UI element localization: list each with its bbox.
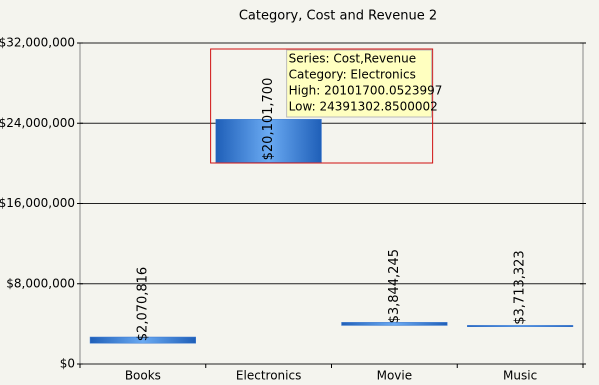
value-label: $3,844,245	[387, 249, 402, 323]
x-tick-label: Music	[503, 369, 537, 383]
selection-box	[210, 48, 434, 164]
x-tick-label: Movie	[377, 369, 413, 383]
y-tick-label: $32,000,000	[0, 36, 75, 50]
bar	[341, 322, 448, 326]
tooltip-line: High: 20101700.0523997	[289, 84, 443, 98]
bar	[215, 119, 322, 163]
tooltip-box	[286, 49, 433, 118]
y-tick-label: $8,000,000	[6, 276, 75, 290]
value-label: $2,070,816	[135, 267, 150, 341]
value-label: $3,713,323	[513, 250, 528, 324]
chart-title: Category, Cost and Revenue 2	[239, 9, 437, 24]
tooltip-line: Category: Electronics	[289, 68, 416, 82]
value-label: $20,101,700	[261, 78, 276, 161]
tooltip-line: Series: Cost,Revenue	[289, 52, 417, 66]
y-tick-label: $16,000,000	[0, 196, 75, 210]
y-tick-label: $24,000,000	[0, 116, 75, 130]
x-tick-label: Electronics	[236, 369, 301, 383]
bar	[89, 336, 196, 344]
tooltip-line: Low: 24391302.8500002	[289, 100, 438, 114]
bar	[467, 325, 574, 328]
y-tick-label: $0	[60, 357, 75, 371]
x-tick-label: Books	[125, 369, 161, 383]
